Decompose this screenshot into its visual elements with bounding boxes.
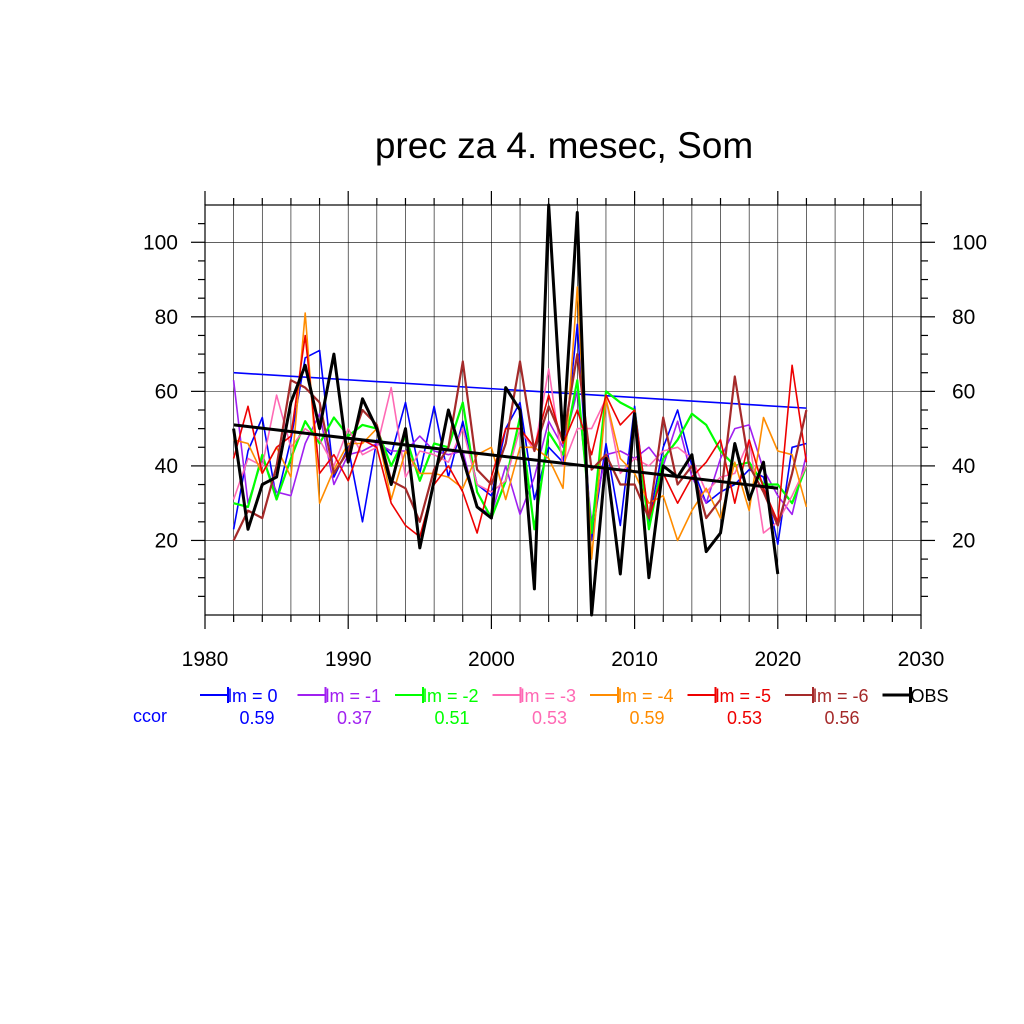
legend-label: lm = -3 [521,686,577,706]
y-tick-label-right: 20 [952,529,975,552]
legend-label: lm = -1 [326,686,382,706]
y-tick-label-left: 80 [155,306,178,329]
ccor-value: 0.59 [239,708,274,728]
y-tick-label-right: 60 [952,380,975,403]
legend-item-lm-2: lm = -20.51 [395,686,479,728]
legend-item-lm-4: lm = -40.59 [590,686,674,728]
legend-label: lm = -5 [716,686,772,706]
x-tick-label: 2010 [611,648,658,671]
ccor-value: 0.37 [337,708,372,728]
ccor-value: 0.53 [532,708,567,728]
legend-label: lm = 0 [228,686,278,706]
ccor-value: 0.59 [629,708,664,728]
legend-item-lm-6: lm = -60.56 [785,686,869,728]
x-tick-label: 2030 [898,648,945,671]
legend-item-lm-0: lm = 00.59 [200,686,278,728]
legend-label: lm = -6 [813,686,869,706]
y-tick-label-left: 20 [155,529,178,552]
ccor-value: 0.51 [434,708,469,728]
y-tick-label-right: 40 [952,455,975,478]
y-tick-label-right: 80 [952,306,975,329]
legend-label: lm = -2 [423,686,479,706]
ccor-label: ccor [133,706,167,726]
y-tick-label-right: 100 [952,231,987,254]
y-tick-label-left: 40 [155,455,178,478]
ccor-value: 0.56 [824,708,859,728]
trend-line-obs [233,423,778,490]
series-line-lm-4 [233,286,808,560]
y-tick-label-left: 60 [155,380,178,403]
ccor-value: 0.53 [727,708,762,728]
series-layer [232,203,808,617]
x-tick-label: 2020 [754,648,801,671]
legend-item-obs: OBS [882,686,949,706]
y-tick-label-left: 100 [143,231,178,254]
chart-title: prec za 4. mesec, Som [375,125,753,166]
series-line-lm-6 [232,353,808,541]
legend-item-lm-1: lm = -10.37 [297,686,382,728]
x-tick-label: 1980 [182,648,229,671]
x-tick-label: 1990 [325,648,372,671]
legend-label: lm = -4 [618,686,674,706]
x-tick-label: 2000 [468,648,515,671]
legend-item-lm-3: lm = -30.53 [492,686,577,728]
legend-item-lm-5: lm = -50.53 [687,686,772,728]
series-line-obs [232,203,780,617]
legend-label: OBS [911,686,949,706]
